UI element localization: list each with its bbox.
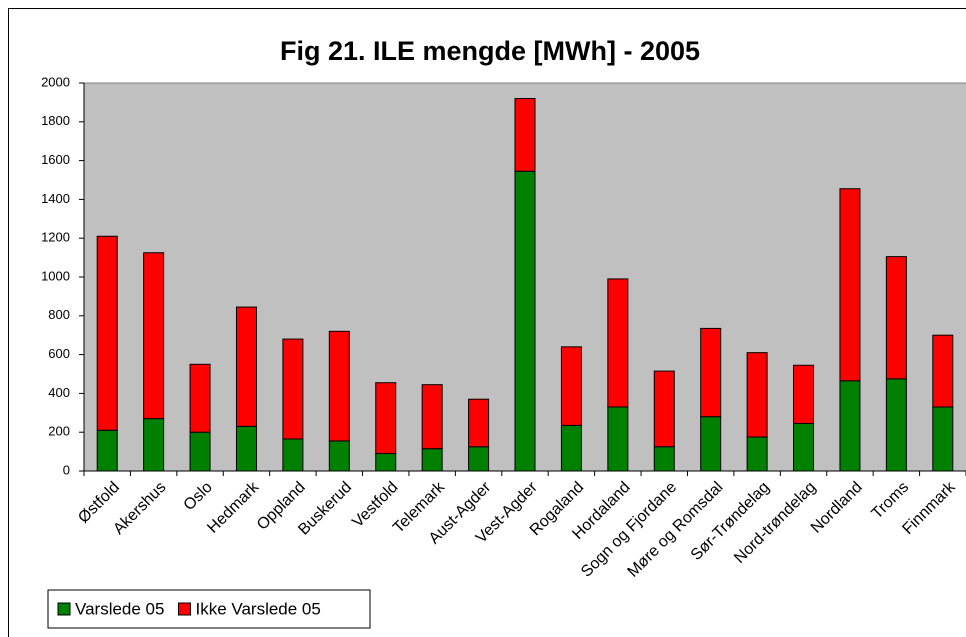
bar-segment	[328, 330, 350, 442]
bar-segment	[328, 440, 350, 472]
y-tick-label: 1400	[41, 191, 70, 206]
bar-segment	[746, 436, 768, 472]
bar-segment	[421, 448, 443, 472]
chart-title: Fig 21. ILE mengde [MWh] - 2005	[280, 36, 700, 66]
y-tick-label: 200	[48, 424, 70, 439]
legend-box	[47, 589, 371, 629]
bar-segment	[189, 431, 211, 472]
bar-segment	[189, 363, 211, 433]
bar-segment	[375, 382, 397, 455]
bar-segment	[468, 398, 490, 448]
y-tick-label: 1000	[41, 268, 70, 283]
bar-segment	[235, 306, 257, 427]
bar-segment	[375, 453, 397, 472]
bar-segment	[839, 188, 861, 382]
bar-segment	[514, 98, 536, 172]
bar-segment	[885, 256, 907, 380]
bar-segment	[839, 380, 861, 472]
y-tick-label: 800	[48, 307, 70, 322]
bar-segment	[607, 406, 629, 472]
bar-segment	[607, 278, 629, 408]
bar-segment	[793, 422, 815, 472]
bar-segment	[700, 416, 722, 472]
bar-segment	[143, 252, 165, 420]
bar-segment	[746, 352, 768, 438]
y-tick-label: 1600	[41, 152, 70, 167]
y-tick-label: 2000	[41, 74, 70, 89]
bar-segment	[653, 370, 675, 448]
y-tick-label: 600	[48, 346, 70, 361]
y-tick-label: 0	[63, 462, 70, 477]
bar-segment	[932, 406, 954, 472]
bar-segment	[143, 418, 165, 472]
bar-segment	[468, 446, 490, 472]
y-tick-label: 1800	[41, 113, 70, 128]
bar-segment	[793, 364, 815, 424]
bar-segment	[96, 429, 118, 472]
legend-swatch	[177, 602, 191, 616]
bar-segment	[653, 446, 675, 472]
bar-segment	[514, 170, 536, 472]
legend-swatch	[57, 602, 71, 616]
y-tick-label: 1200	[41, 230, 70, 245]
y-tick-label: 400	[48, 385, 70, 400]
bar-segment	[235, 425, 257, 472]
bar-segment	[885, 378, 907, 472]
bar-segment	[421, 384, 443, 450]
legend-label: Ikke Varslede 05	[195, 599, 320, 618]
bar-segment	[560, 346, 582, 426]
bar-segment	[700, 327, 722, 418]
legend-label: Varslede 05	[75, 599, 164, 618]
bar-segment	[932, 334, 954, 408]
bar-segment	[96, 235, 118, 431]
bar-segment	[560, 424, 582, 472]
bar-segment	[282, 338, 304, 440]
bar-segment	[282, 438, 304, 472]
